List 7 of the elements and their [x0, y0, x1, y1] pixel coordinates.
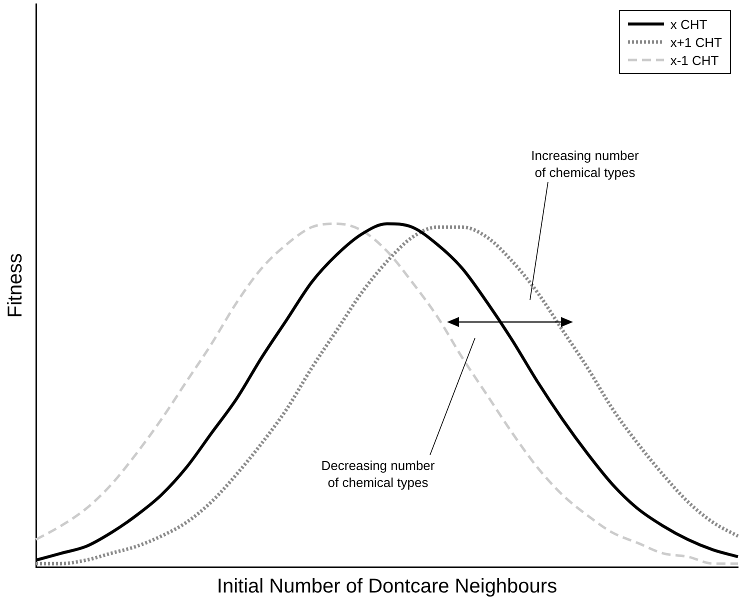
legend-label: x CHT [670, 16, 708, 32]
x-axis-title: Initial Number of Dontcare Neighbours [216, 576, 558, 598]
legend-label: x-1 CHT [670, 52, 719, 68]
text: Increasing number of chemical types [531, 148, 640, 180]
legend-label: x+1 CHT [670, 34, 722, 50]
y-axis-title: Fitness [4, 253, 27, 318]
annotation: Decreasing number of chemical types [321, 458, 436, 490]
